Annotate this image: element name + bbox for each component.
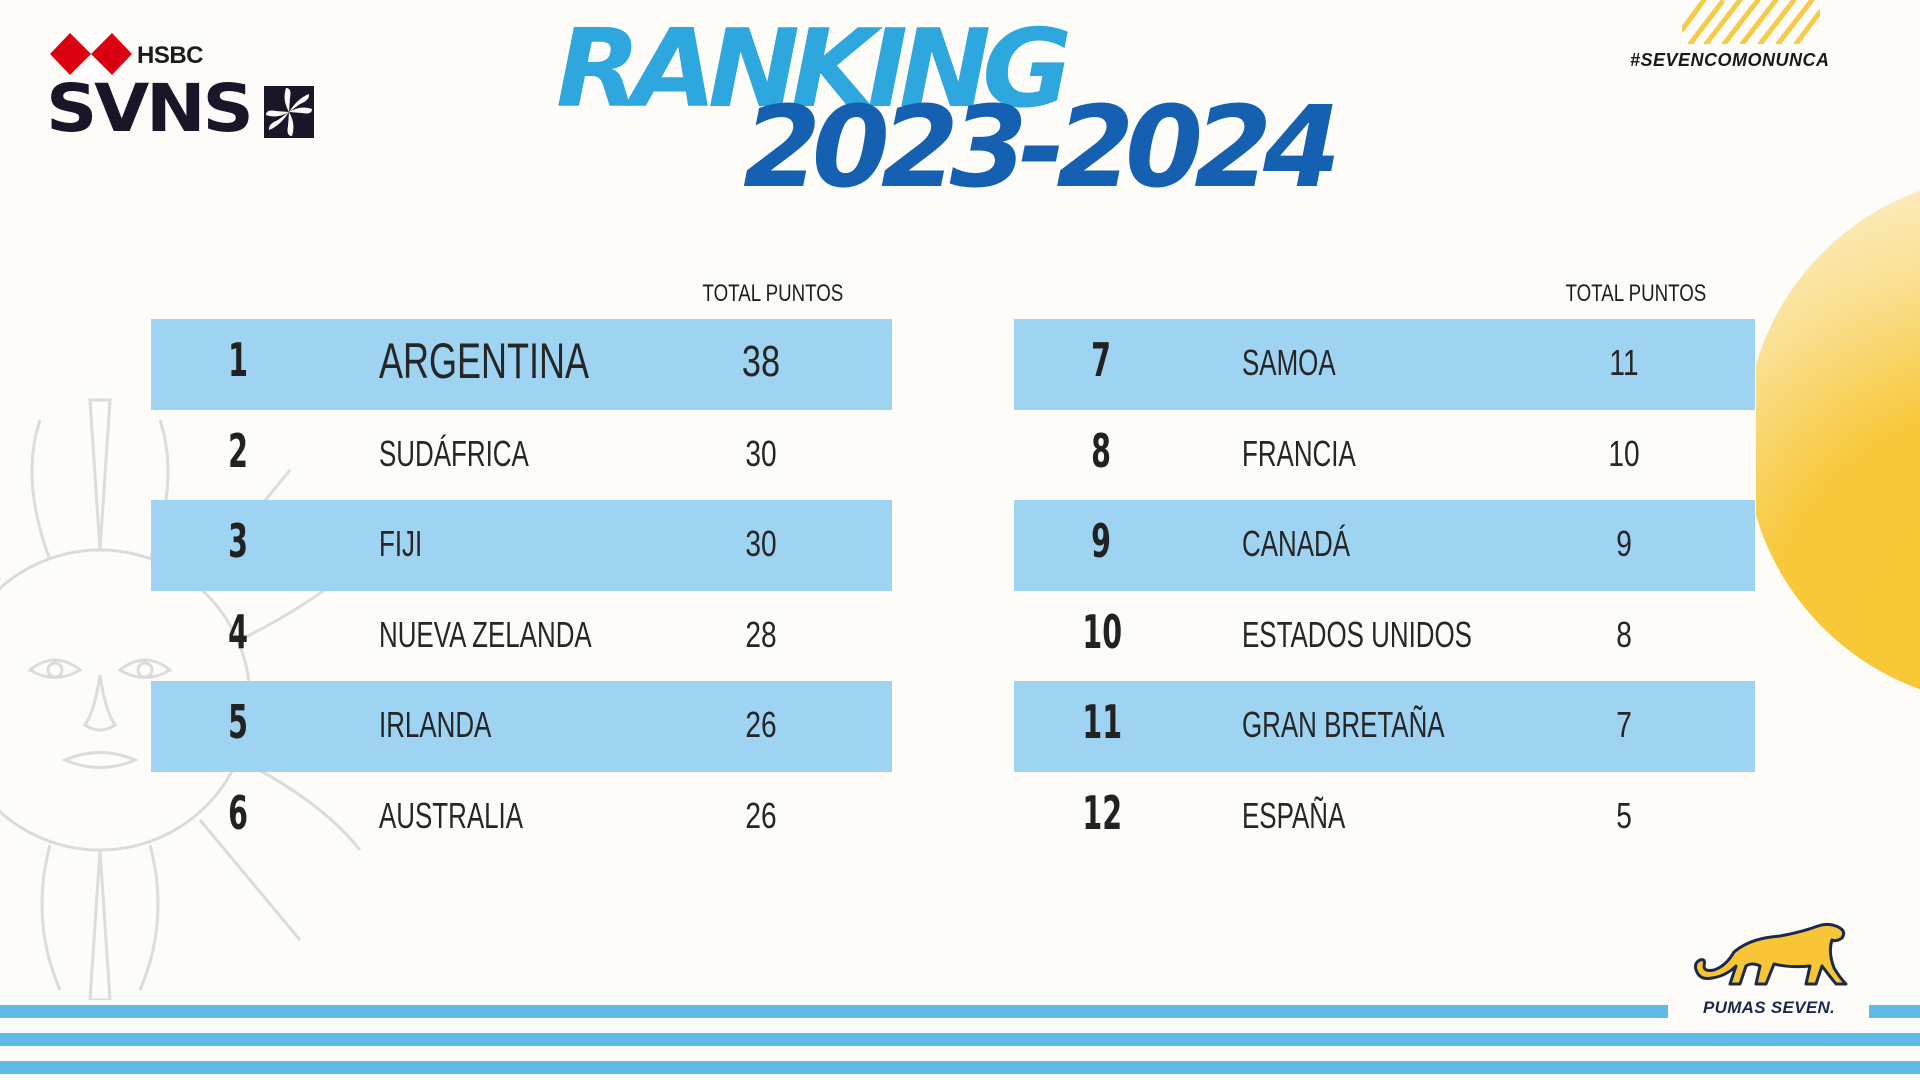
table-row: 12 ESPAÑA 5	[1014, 772, 1755, 863]
table-row: 8 FRANCIA 10	[1014, 410, 1755, 501]
team-name: IRLANDA	[379, 704, 492, 745]
team-name: CANADÁ	[1242, 523, 1351, 564]
bottom-stripe-2	[0, 1033, 1920, 1046]
rank-number: 12	[1082, 785, 1123, 840]
team-points: 26	[745, 794, 777, 836]
team-name: ESTADOS UNIDOS	[1242, 613, 1472, 655]
table-row: 7 SAMOA 11	[1014, 319, 1755, 410]
points-column-header: TOTAL PUNTOS	[1565, 280, 1707, 307]
rank-number: 9	[1091, 514, 1111, 568]
rank-number: 10	[1082, 604, 1123, 659]
team-points: 30	[745, 523, 777, 564]
team-points: 30	[745, 432, 777, 474]
team-points: 10	[1608, 432, 1640, 474]
season-title: 2023-2024	[743, 83, 1341, 213]
team-name: FIJI	[379, 523, 423, 564]
team-points: 38	[741, 337, 781, 386]
table-row: 3 FIJI 30	[151, 500, 892, 591]
yellow-sun-decoration	[1756, 0, 1920, 1080]
rank-number: 7	[1091, 333, 1111, 387]
svns-emblem-icon	[264, 86, 314, 138]
hsbc-hexagon-icon	[50, 33, 132, 75]
table-row: 5 IRLANDA 26	[151, 681, 892, 772]
puma-icon	[1693, 922, 1848, 986]
page-title: RANKING	[556, 6, 1072, 132]
pumas-seven-wordmark: PUMAS SEVEN.	[1703, 998, 1836, 1017]
rank-number: 8	[1091, 423, 1111, 478]
bottom-stripe-1	[0, 1005, 1920, 1018]
team-name: ARGENTINA	[379, 333, 590, 389]
table-row: 6 AUSTRALIA 26	[151, 772, 892, 863]
team-name: FRANCIA	[1242, 432, 1356, 474]
points-column-header: TOTAL PUNTOS	[702, 280, 844, 307]
team-points: 8	[1616, 613, 1632, 655]
team-points: 9	[1616, 523, 1632, 564]
hsbc-wordmark: HSBC	[137, 42, 204, 69]
team-name: GRAN BRETAÑA	[1242, 704, 1445, 745]
rank-number: 3	[228, 514, 248, 568]
table-row: 2 SUDÁFRICA 30	[151, 410, 892, 501]
team-points: 7	[1616, 704, 1632, 745]
hashtag-label: #SEVENCOMONUNCA	[1630, 50, 1830, 70]
rank-number: 11	[1082, 695, 1123, 749]
table-row: 10 ESTADOS UNIDOS 8	[1014, 591, 1755, 682]
team-name: AUSTRALIA	[379, 794, 524, 836]
yellow-sun-circle	[1756, 175, 1920, 705]
team-points: 11	[1609, 342, 1639, 383]
team-points: 5	[1616, 794, 1632, 836]
rank-number: 2	[228, 423, 248, 478]
team-name: ESPAÑA	[1242, 794, 1346, 836]
rank-number: 1	[228, 333, 248, 387]
team-name: SAMOA	[1242, 342, 1336, 383]
yellow-stripes-graphic	[1682, 0, 1820, 44]
team-points: 26	[745, 704, 777, 745]
table-row: 4 NUEVA ZELANDA 28	[151, 591, 892, 682]
svns-wordmark: SVNS	[46, 70, 254, 147]
rank-number: 4	[228, 604, 248, 659]
table-row: 1 ARGENTINA 38	[151, 319, 892, 410]
team-points: 28	[745, 613, 777, 655]
table-row: 11 GRAN BRETAÑA 7	[1014, 681, 1755, 772]
table-row: 9 CANADÁ 9	[1014, 500, 1755, 591]
team-name: NUEVA ZELANDA	[379, 613, 592, 655]
bottom-stripe-3	[0, 1061, 1920, 1074]
rank-number: 6	[228, 785, 248, 840]
rank-number: 5	[228, 695, 248, 749]
team-name: SUDÁFRICA	[379, 432, 529, 474]
